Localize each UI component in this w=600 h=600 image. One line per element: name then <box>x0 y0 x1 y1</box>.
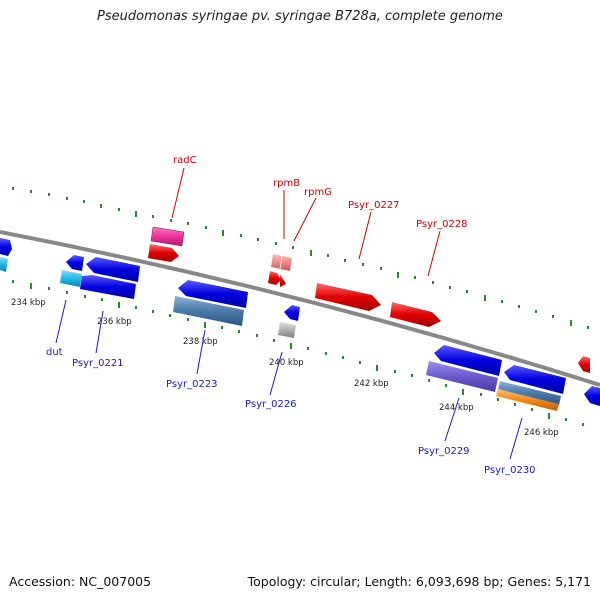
axis-label-234: 234 kbp <box>11 298 46 308</box>
gene-Psyr_0229[interactable] <box>426 361 498 392</box>
gene-blue-large-2[interactable] <box>178 280 248 308</box>
axis-label-244: 244 kbp <box>439 403 474 413</box>
accession-label: Accession: NC_007005 <box>9 574 152 589</box>
gene-label-radC: radC <box>173 155 197 166</box>
gene-label-Psyr_0229: Psyr_0229 <box>418 446 470 457</box>
gene-left-edge-blue-top[interactable] <box>0 238 12 256</box>
axis-label-246: 246 kbp <box>524 428 559 438</box>
gene-label-Psyr_0226: Psyr_0226 <box>245 399 297 410</box>
gene-blue-small-2[interactable] <box>284 305 300 321</box>
axis-label-242: 242 kbp <box>354 379 389 389</box>
genome-backbone <box>0 230 600 387</box>
gene-label-Psyr_0230: Psyr_0230 <box>484 465 536 476</box>
gene-Psyr_0228[interactable] <box>390 302 441 327</box>
gene-Psyr_0226[interactable] <box>278 322 296 338</box>
genome-title: Pseudomonas syringae pv. syringae B728a,… <box>97 9 503 24</box>
gene-left-edge-cyan-top[interactable] <box>0 257 8 272</box>
gene-steel-small[interactable] <box>498 381 561 405</box>
gene-radC[interactable] <box>148 244 179 262</box>
gene-right-edge-blue[interactable] <box>584 386 600 406</box>
gene-Psyr_0223[interactable] <box>173 296 244 326</box>
gene-label-Psyr_0223: Psyr_0223 <box>166 379 218 390</box>
gene-dut[interactable] <box>60 270 82 287</box>
gene-label-dut: dut <box>46 347 63 358</box>
gene-right-edge-red[interactable] <box>578 356 590 373</box>
axis-label-236: 236 kbp <box>97 317 132 327</box>
gene-label-Psyr_0227: Psyr_0227 <box>348 200 400 211</box>
gene-blue-small-1[interactable] <box>66 255 84 271</box>
gene-Psyr_0230[interactable] <box>496 389 559 411</box>
gene-Psyr_0227[interactable] <box>315 283 381 311</box>
bottom-leader-lines <box>55 299 523 460</box>
gene-blue-large-4[interactable] <box>504 365 566 394</box>
genome-summary: Topology: circular; Length: 6,093,698 bp… <box>247 574 591 589</box>
outer-tick-track <box>12 187 589 329</box>
axis-label-240: 240 kbp <box>269 358 304 368</box>
gene-label-Psyr_0221: Psyr_0221 <box>72 358 124 369</box>
gene-blue-large-1[interactable] <box>86 257 140 282</box>
top-leader-lines <box>171 167 441 277</box>
gene-label-rpmG: rpmG <box>304 187 332 198</box>
gene-Psyr_0221[interactable] <box>80 275 136 299</box>
gene-blue-large-3[interactable] <box>434 345 502 376</box>
inner-tick-track <box>12 280 584 426</box>
gene-label-Psyr_0228: Psyr_0228 <box>416 219 468 230</box>
gene-rpmG[interactable] <box>268 271 286 287</box>
gene-rpmB[interactable] <box>271 254 292 271</box>
gene-radC-upper[interactable] <box>150 226 185 247</box>
axis-label-238: 238 kbp <box>183 337 218 347</box>
gene-label-rpmB: rpmB <box>273 178 300 189</box>
